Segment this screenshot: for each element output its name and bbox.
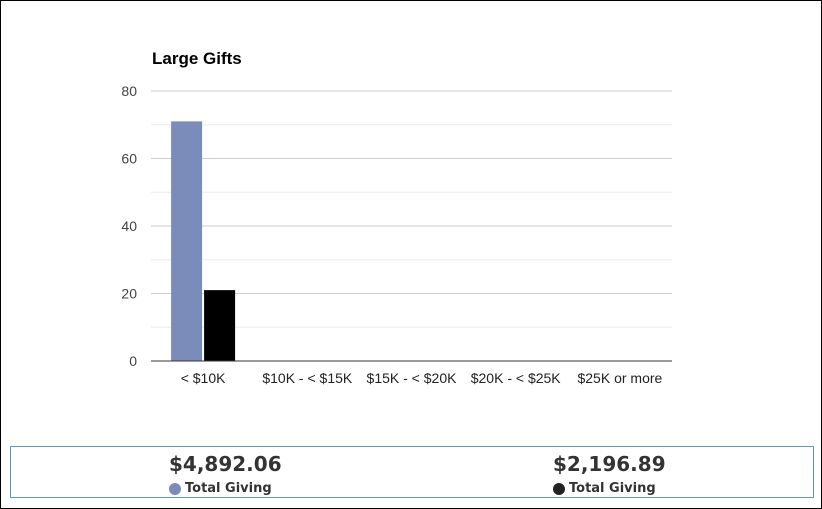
y-tick-label: 40 <box>121 218 137 234</box>
summary-legend: Total Giving <box>553 481 666 496</box>
summary-item-1: $4,892.06 Total Giving <box>169 451 282 496</box>
summary-amount: $4,892.06 <box>169 452 282 476</box>
y-tick-label: 0 <box>129 353 137 369</box>
y-tick-label: 20 <box>121 286 137 302</box>
summary-legend: Total Giving <box>169 481 282 496</box>
summary-item-2: $2,196.89 Total Giving <box>553 451 666 496</box>
x-tick-label: $25K or more <box>577 370 662 386</box>
bar-chart: 0 20 40 60 80 < $10K $10K - < $15K $15K - < $20… <box>121 83 672 386</box>
summary-amount: $2,196.89 <box>553 452 666 476</box>
x-tick-label: $15K - < $20K <box>367 370 458 386</box>
y-tick-label: 60 <box>121 151 137 167</box>
bar-series-2 <box>204 290 236 361</box>
x-tick-label: $10K - < $15K <box>262 370 353 386</box>
summary-label: Total Giving <box>569 481 656 496</box>
x-tick-label: $20K - < $25K <box>471 370 562 386</box>
bar-series-1 <box>171 121 203 361</box>
series-dot-icon <box>169 482 181 495</box>
x-tick-label: < $10K <box>181 370 226 386</box>
series-dot-icon <box>553 482 565 495</box>
chart-title: Large Gifts <box>152 49 242 68</box>
summary-label: Total Giving <box>185 481 272 496</box>
summary-panel: $4,892.06 Total Giving $2,196.89 Total G… <box>10 446 814 498</box>
y-tick-label: 80 <box>121 83 137 99</box>
